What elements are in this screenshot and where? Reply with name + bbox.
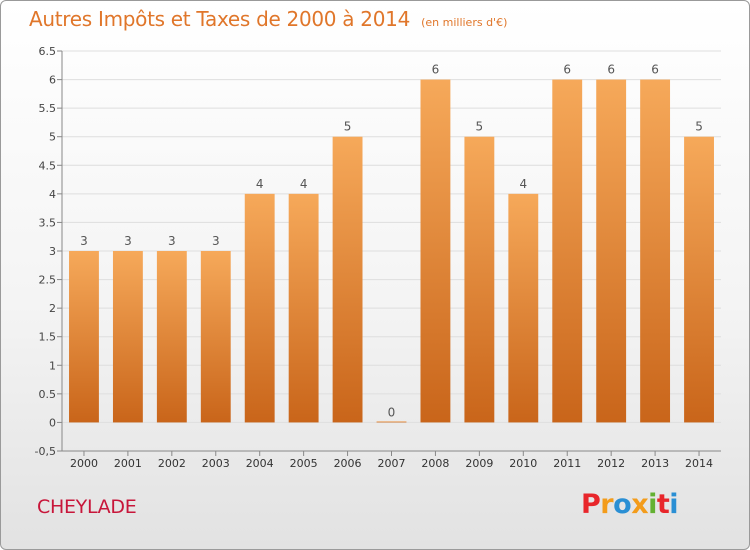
y-tick-label: 0 [49, 416, 56, 429]
title-row: Autres Impôts et Taxes de 2000 à 2014 (e… [29, 7, 507, 31]
data-label: 5 [476, 120, 484, 134]
x-tick-label: 2012 [597, 457, 625, 470]
logo-letter: t [656, 489, 670, 520]
logo-letter: x [631, 489, 649, 520]
bar [288, 193, 319, 423]
bar [112, 251, 143, 423]
data-label: 3 [212, 234, 220, 248]
y-tick-label: 6 [49, 74, 56, 87]
data-label: 6 [651, 63, 659, 77]
data-label: 6 [563, 63, 571, 77]
y-tick-label: 5 [49, 131, 56, 144]
x-tick-label: 2011 [553, 457, 581, 470]
bar [640, 79, 671, 423]
y-tick-label: 4 [49, 188, 56, 201]
commune-name: CHEYLADE [37, 496, 137, 518]
x-tick-label: 2001 [114, 457, 142, 470]
y-tick-label: 4.5 [39, 159, 57, 172]
x-tick-label: 2014 [685, 457, 713, 470]
y-tick-label: 2.5 [39, 274, 57, 287]
data-labels: 3 3 3 3 4 4 5 0 6 5 4 6 6 6 5 [80, 63, 703, 420]
data-label: 4 [256, 177, 264, 191]
bar [508, 193, 539, 423]
proxiti-logo: Proxiti [581, 489, 679, 520]
logo-letter: o [613, 489, 632, 520]
y-tick-label: -0,5 [35, 445, 56, 458]
bars [69, 79, 714, 423]
data-label: 4 [519, 177, 527, 191]
y-tick-label: 1.5 [39, 331, 57, 344]
bar [69, 251, 99, 423]
x-tick-label: 2010 [509, 457, 537, 470]
logo-letter: i [669, 489, 679, 520]
data-label: 5 [344, 120, 352, 134]
bar [684, 136, 714, 423]
y-tick-labels: -0,5 0 0.5 1 1.5 2 2.5 3 3.5 4 4.5 5 5.5 6 6.5 [35, 45, 56, 458]
chart-subtitle: (en milliers d'€) [421, 16, 508, 29]
data-label: 0 [388, 405, 396, 419]
bar [156, 251, 187, 423]
data-label: 6 [607, 63, 615, 77]
y-tick-label: 0.5 [39, 388, 57, 401]
data-label: 5 [695, 120, 703, 134]
axes [57, 50, 721, 456]
y-tick-label: 1 [49, 359, 56, 372]
x-tick-label: 2003 [202, 457, 230, 470]
y-tick-label: 2 [49, 302, 56, 315]
data-label: 3 [168, 234, 176, 248]
x-tick-label: 2009 [465, 457, 493, 470]
x-tick-label: 2002 [158, 457, 186, 470]
logo-letter: i [648, 489, 657, 520]
x-tick-label: 2004 [246, 457, 274, 470]
x-tick-label: 2007 [378, 457, 406, 470]
y-tick-label: 3 [49, 245, 56, 258]
bar [596, 79, 627, 423]
bar [332, 136, 363, 423]
data-label: 4 [300, 177, 308, 191]
data-label: 6 [432, 63, 440, 77]
y-tick-label: 6.5 [39, 45, 57, 58]
x-tick-label: 2013 [641, 457, 669, 470]
bar-chart: -0,5 0 0.5 1 1.5 2 2.5 3 3.5 4 4.5 5 5.5 6 6.5 3 3 3 3 4 4 5… [35, 45, 721, 470]
x-tick-label: 2008 [421, 457, 449, 470]
logo-letter: P [581, 489, 601, 520]
x-tick-labels: 2000 2001 2002 2003 2004 2005 2006 2007 2008 2009… [70, 457, 713, 470]
logo-letter: r [600, 489, 614, 520]
bar [244, 193, 275, 423]
y-tick-label: 3.5 [39, 216, 57, 229]
x-tick-label: 2006 [334, 457, 362, 470]
bar [376, 421, 407, 423]
bar [420, 79, 451, 423]
data-label: 3 [124, 234, 132, 248]
x-tick-label: 2000 [70, 457, 98, 470]
bar [464, 136, 495, 423]
bar [552, 79, 583, 423]
data-label: 3 [80, 234, 88, 248]
chart-title: Autres Impôts et Taxes de 2000 à 2014 [29, 7, 410, 31]
y-tick-label: 5.5 [39, 102, 57, 115]
bar [200, 251, 231, 423]
x-tick-label: 2005 [290, 457, 318, 470]
